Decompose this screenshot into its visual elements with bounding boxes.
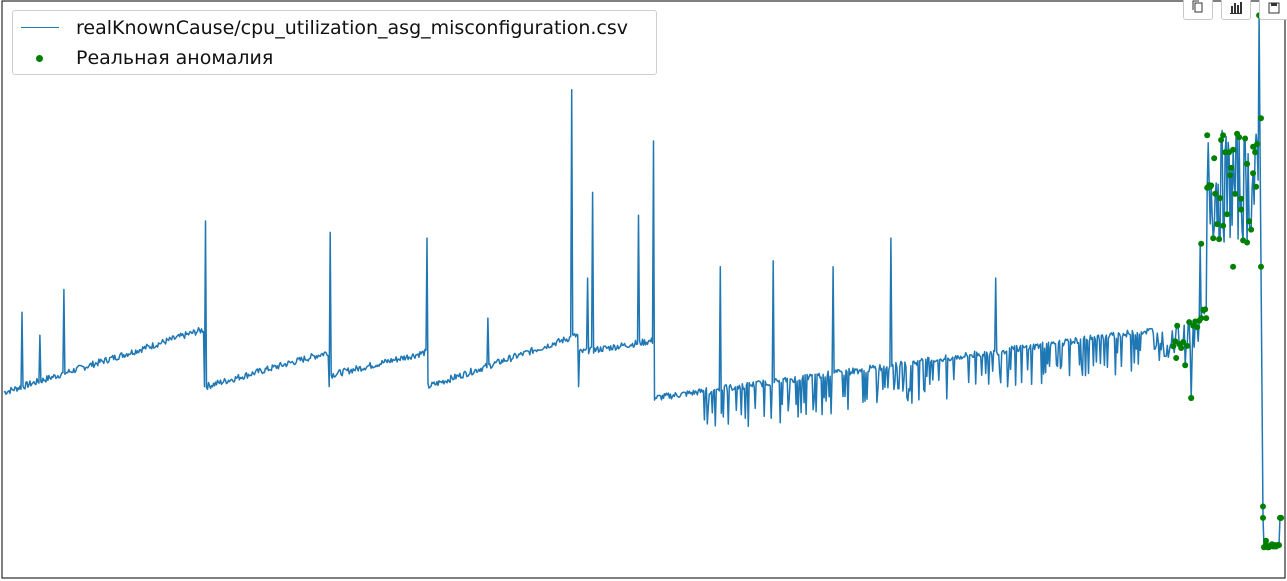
anomaly-point	[1182, 362, 1189, 369]
anomaly-point	[1246, 218, 1253, 225]
anomaly-point	[1180, 339, 1187, 345]
anomaly-point	[1198, 315, 1205, 322]
anomaly-point	[1227, 172, 1234, 179]
series-line	[3, 14, 1281, 549]
chart-legend: realKnownCause/cpu_utilization_asg_misco…	[12, 10, 657, 75]
bar-chart-icon	[1229, 0, 1243, 18]
legend-line-swatch	[21, 27, 59, 28]
anomaly-point	[1218, 137, 1225, 143]
anomaly-point	[1207, 183, 1214, 190]
anomaly-point	[1204, 132, 1211, 139]
anomaly-point	[1178, 345, 1185, 351]
copy-icon	[1191, 0, 1205, 18]
anomaly-point	[1220, 222, 1227, 229]
anomaly-point	[1194, 324, 1201, 331]
save-icon	[1268, 0, 1280, 18]
anomaly-point	[1236, 134, 1243, 141]
legend-marker-swatch	[36, 55, 43, 62]
anomaly-point	[1252, 149, 1259, 156]
anomaly-point	[1250, 170, 1257, 177]
anomaly-point	[1212, 190, 1219, 197]
legend-label-series: realKnownCause/cpu_utilization_asg_misco…	[76, 17, 628, 39]
anomaly-point	[1266, 543, 1272, 550]
anomaly-point	[1248, 226, 1255, 233]
anomaly-point	[1202, 306, 1209, 313]
anomaly-point	[1242, 135, 1249, 142]
anomaly-point	[1258, 263, 1264, 270]
anomaly-point	[1211, 155, 1218, 162]
anomaly-point	[1244, 239, 1251, 246]
series-line-path	[3, 14, 1281, 549]
anomaly-point	[1258, 115, 1264, 122]
anomaly-point	[1260, 514, 1266, 521]
anomaly-point	[1184, 342, 1191, 349]
anomaly-point	[1244, 160, 1251, 167]
anomaly-markers	[1170, 12, 1284, 551]
anomaly-point	[1198, 240, 1205, 247]
anomaly-point	[1203, 315, 1210, 322]
anomaly-point	[1230, 263, 1237, 270]
anomaly-point	[1224, 211, 1231, 218]
anomaly-point	[1278, 514, 1284, 521]
anomaly-point	[1238, 195, 1245, 202]
anomaly-point	[1216, 236, 1223, 243]
anomaly-point	[1173, 355, 1180, 361]
anomaly-point	[1186, 319, 1193, 326]
chart-view-button[interactable]	[1221, 0, 1251, 20]
anomaly-point	[1250, 143, 1257, 150]
anomaly-point	[1273, 543, 1279, 550]
anomaly-point	[1214, 221, 1221, 228]
anomaly-point	[1238, 206, 1245, 213]
anomaly-point	[1228, 164, 1235, 171]
anomaly-point	[1232, 190, 1239, 197]
copy-button[interactable]	[1183, 0, 1213, 20]
legend-label-anomaly: Реальная аномалия	[76, 47, 274, 69]
anomaly-point	[1174, 322, 1181, 329]
anomaly-point	[1217, 195, 1224, 202]
anomaly-point	[1188, 395, 1195, 401]
anomaly-point	[1210, 235, 1217, 242]
anomaly-point	[1220, 132, 1227, 139]
anomaly-point	[1170, 343, 1177, 350]
anomaly-point	[1260, 503, 1266, 510]
save-button[interactable]	[1259, 0, 1287, 20]
anomaly-point	[1253, 183, 1260, 190]
anomaly-point	[1263, 537, 1269, 544]
anomaly-point	[1230, 146, 1237, 153]
